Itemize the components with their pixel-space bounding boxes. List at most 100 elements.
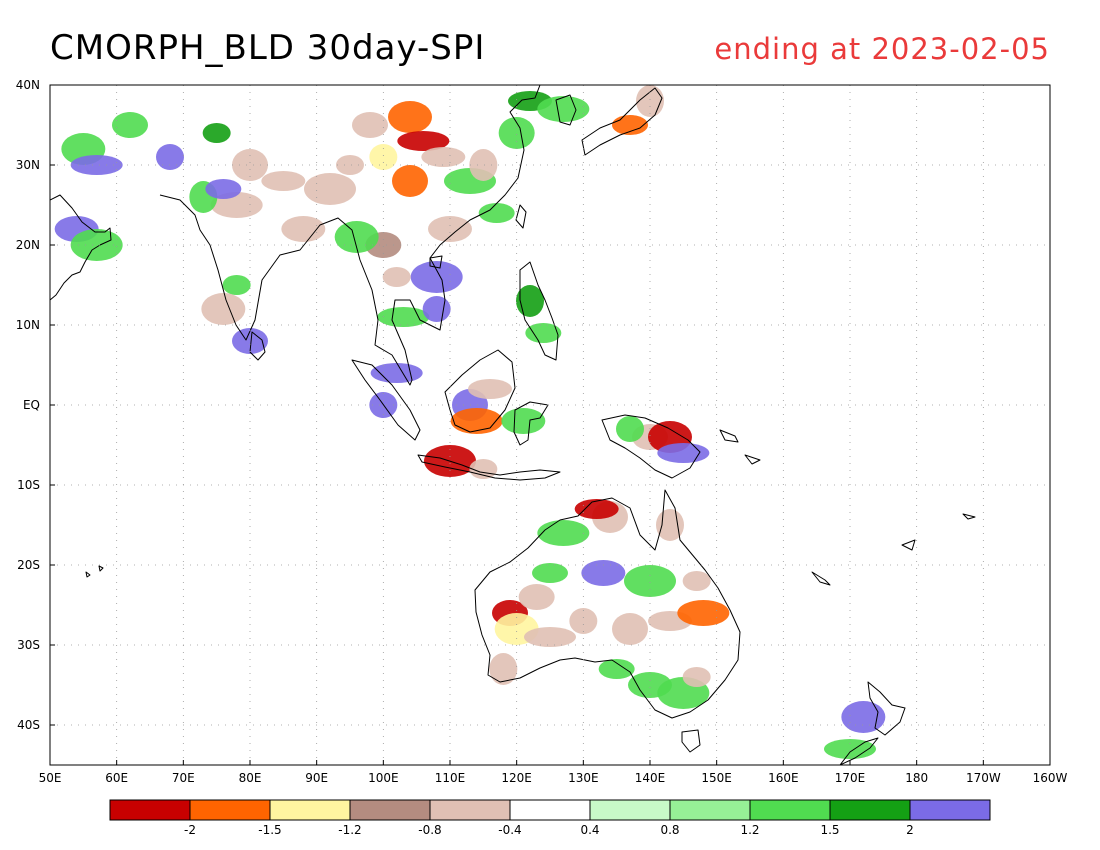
colorbar-label: 1.2 bbox=[740, 823, 759, 837]
spi-cell bbox=[537, 96, 590, 122]
lon-tick-label: 70E bbox=[172, 771, 195, 785]
java-coastline bbox=[417, 454, 561, 481]
spi-cell bbox=[489, 653, 518, 685]
lat-tick-label: 20N bbox=[16, 238, 40, 252]
colorbar: -2 -1.5 -1.2 -0.8 -0.4 0.4 0.8 1.2 1.5 2 bbox=[109, 799, 991, 837]
spi-cell bbox=[478, 203, 515, 223]
spi-cell bbox=[421, 147, 466, 167]
colorbar-label: -1.2 bbox=[338, 823, 361, 837]
spi-cell bbox=[841, 701, 886, 733]
map-title: CMORPH_BLD 30day-SPI bbox=[50, 28, 486, 68]
spi-cell bbox=[598, 659, 635, 679]
spi-cell bbox=[370, 363, 423, 383]
taiwan-coastline bbox=[515, 204, 527, 229]
lon-tick-label: 170W bbox=[966, 771, 1001, 785]
spi-cell bbox=[532, 563, 568, 583]
spi-cell bbox=[569, 608, 598, 634]
colorbar-swatch bbox=[189, 799, 271, 821]
spi-cell bbox=[397, 131, 450, 151]
new-guinea-coastline bbox=[601, 414, 701, 479]
spi-cell bbox=[422, 296, 451, 322]
spi-cell bbox=[369, 144, 398, 170]
colorbar-swatch bbox=[749, 799, 831, 821]
lon-tick-label: 150E bbox=[701, 771, 732, 785]
colorbar-swatch bbox=[429, 799, 511, 821]
colorbar-label: 0.8 bbox=[660, 823, 679, 837]
spi-cell bbox=[201, 293, 246, 325]
lon-tick-label: 100E bbox=[368, 771, 399, 785]
lon-tick-label: 80E bbox=[239, 771, 262, 785]
lon-tick-label: 50E bbox=[39, 771, 62, 785]
lat-tick-label: 30S bbox=[17, 638, 40, 652]
spi-cell bbox=[232, 149, 268, 181]
philippines-coastline bbox=[519, 261, 559, 361]
lon-tick-label: 160W bbox=[1033, 771, 1068, 785]
spi-cell bbox=[388, 101, 432, 133]
graticule-layer bbox=[50, 85, 1050, 765]
spi-cell bbox=[624, 565, 676, 597]
colorbar-swatch bbox=[509, 799, 591, 821]
spi-cell bbox=[392, 165, 428, 197]
solomon-islands-coastline bbox=[719, 429, 761, 465]
spi-cell bbox=[677, 600, 730, 626]
asia-coastline bbox=[50, 85, 541, 386]
map-subtitle: ending at 2023-02-05 bbox=[714, 32, 1050, 66]
spi-cell bbox=[636, 85, 664, 117]
lat-tick-label: 10N bbox=[16, 318, 40, 332]
spi-cell bbox=[261, 171, 306, 191]
lon-tick-label: 110E bbox=[435, 771, 466, 785]
longitude-tick-labels: 50E 60E 70E 80E 90E 100E 110E 120E 130E 140E 150E 1… bbox=[39, 760, 1068, 785]
sumatra-coastline bbox=[351, 359, 421, 441]
lon-tick-label: 180 bbox=[905, 771, 928, 785]
lon-tick-label: 90E bbox=[305, 771, 328, 785]
coastline-layer bbox=[50, 85, 976, 765]
spi-cell bbox=[304, 173, 356, 205]
spi-cell bbox=[202, 123, 231, 143]
sulawesi-coastline bbox=[513, 401, 549, 446]
lon-tick-label: 60E bbox=[105, 771, 128, 785]
vanuatu-coastline bbox=[811, 571, 831, 586]
lat-tick-label: 40S bbox=[17, 718, 40, 732]
spi-cell bbox=[205, 179, 242, 199]
australia-coastline bbox=[474, 489, 741, 719]
japan-coastline bbox=[581, 87, 663, 156]
hainan-coastline bbox=[429, 255, 443, 269]
fiji-coastline bbox=[901, 513, 976, 551]
lon-tick-label: 160E bbox=[768, 771, 799, 785]
spi-cell bbox=[468, 379, 512, 399]
spi-cell bbox=[222, 275, 251, 295]
colorbar-label: 2 bbox=[906, 823, 914, 837]
spi-cell bbox=[70, 155, 123, 175]
spi-cell bbox=[428, 216, 472, 242]
new-zealand-coastline bbox=[839, 681, 906, 765]
colorbar-swatch bbox=[669, 799, 751, 821]
lon-tick-label: 120E bbox=[501, 771, 532, 785]
colorbar-swatch bbox=[349, 799, 431, 821]
colorbar-label: 0.4 bbox=[580, 823, 599, 837]
spi-cell bbox=[281, 216, 326, 242]
spi-cell bbox=[232, 328, 268, 354]
spi-cell bbox=[524, 627, 576, 647]
lon-tick-label: 170E bbox=[835, 771, 866, 785]
spi-cell bbox=[525, 323, 562, 343]
lat-tick-label: 40N bbox=[16, 78, 40, 92]
spi-cell bbox=[516, 285, 544, 317]
colorbar-label: -1.5 bbox=[258, 823, 281, 837]
colorbar-swatch bbox=[109, 799, 191, 821]
spi-cell bbox=[70, 229, 123, 261]
lat-tick-label: 20S bbox=[17, 558, 40, 572]
spi-cell bbox=[112, 112, 148, 138]
lat-tick-label: 30N bbox=[16, 158, 40, 172]
colorbar-swatch bbox=[909, 799, 991, 821]
spi-cell bbox=[336, 155, 364, 175]
lat-tick-label: EQ bbox=[23, 398, 40, 412]
lon-tick-label: 130E bbox=[568, 771, 599, 785]
colorbar-swatch bbox=[589, 799, 671, 821]
spi-cell bbox=[156, 144, 184, 170]
korea-coastline bbox=[555, 94, 577, 126]
reunion-coastline bbox=[85, 565, 104, 578]
spi-cell bbox=[518, 584, 555, 610]
spi-cell bbox=[498, 117, 535, 149]
spi-cell bbox=[612, 613, 648, 645]
